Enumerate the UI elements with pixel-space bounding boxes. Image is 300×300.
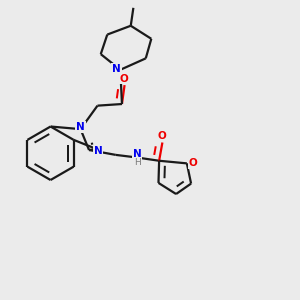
Text: O: O <box>188 158 197 168</box>
Text: O: O <box>119 74 128 84</box>
Text: N: N <box>94 146 103 156</box>
Text: N: N <box>76 122 85 132</box>
Text: O: O <box>158 131 166 141</box>
Text: N: N <box>133 149 141 159</box>
Text: N: N <box>112 64 121 74</box>
Text: H: H <box>134 158 141 167</box>
